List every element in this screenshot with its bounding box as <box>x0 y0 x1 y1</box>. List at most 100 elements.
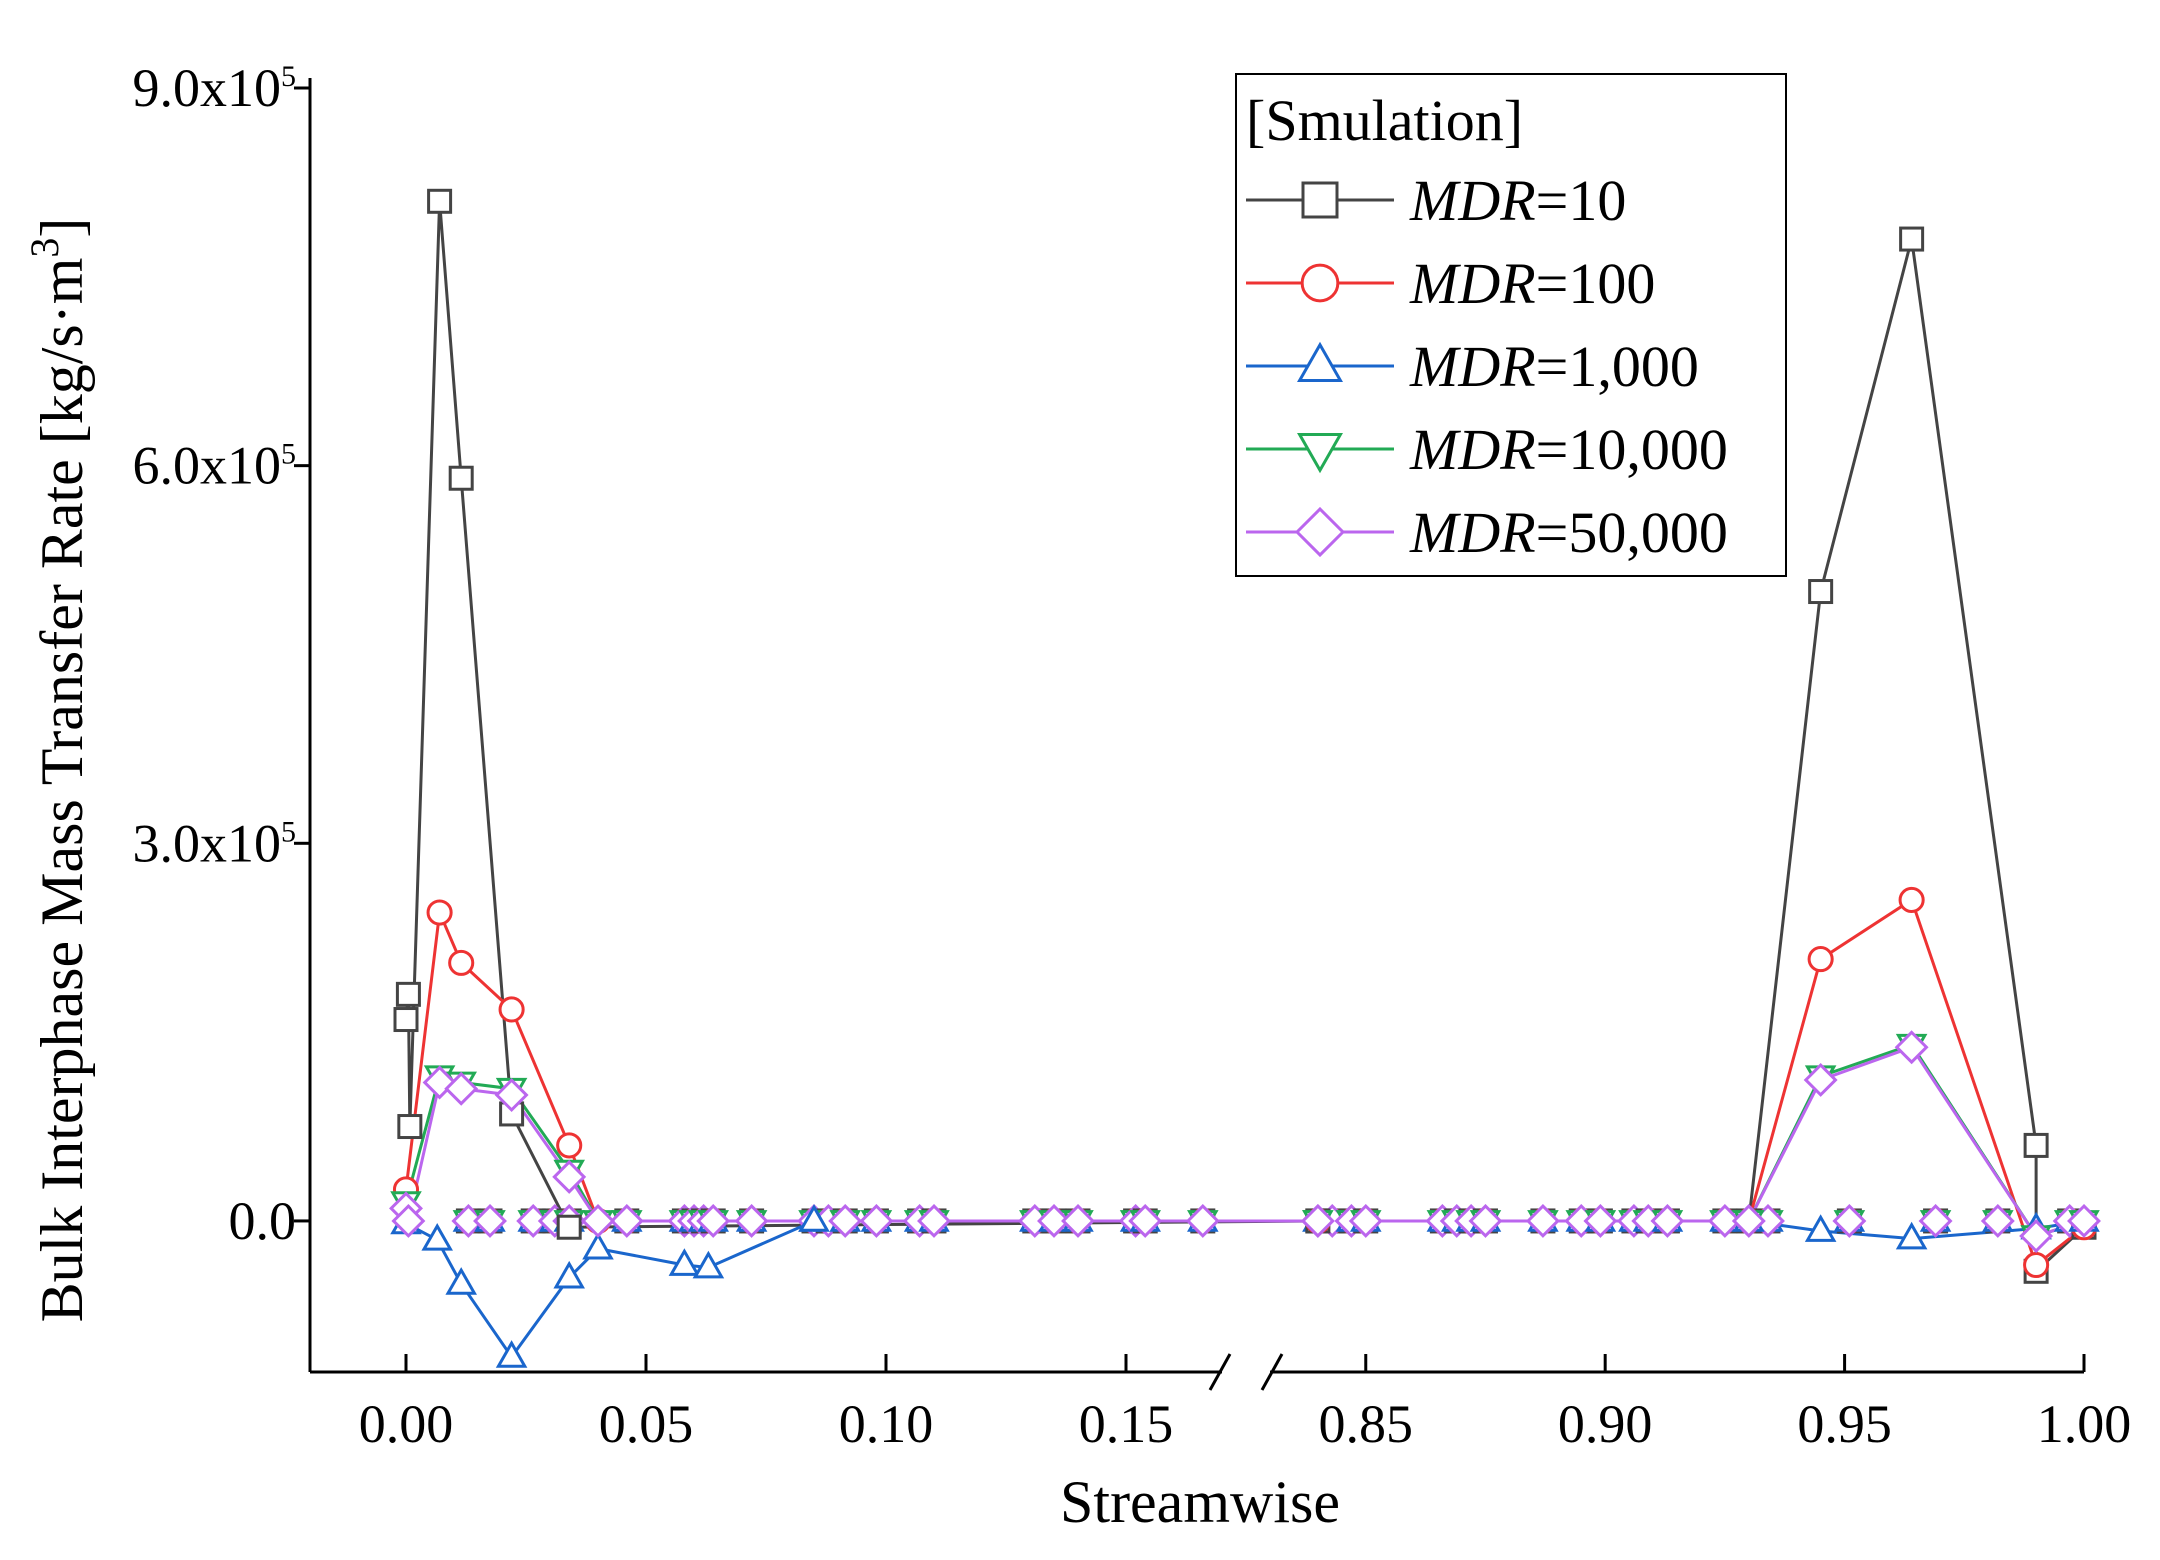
data-point <box>495 1340 528 1368</box>
y-tick-exponent: 5 <box>281 438 296 471</box>
data-point <box>1185 1203 1220 1238</box>
data-point <box>427 188 453 214</box>
legend-entry: MDR=10 <box>1246 168 1626 233</box>
data-point <box>1731 1203 1766 1238</box>
data-point <box>393 1007 419 1033</box>
y-tick-mantissa: 3.0x10 <box>133 813 282 873</box>
data-point <box>444 1071 479 1106</box>
legend-label-prefix: MDR <box>1409 500 1536 565</box>
legend-marker <box>1294 506 1346 558</box>
data-point <box>473 1203 507 1238</box>
y-tick-mantissa: 0.0 <box>229 1191 297 1251</box>
data-point <box>2019 1219 2054 1254</box>
series-triangle-down <box>404 1042 2085 1238</box>
axes <box>294 78 2086 1391</box>
data-point <box>1918 1203 1953 1238</box>
y-tick-label: 9.0x105 <box>133 58 297 118</box>
data-point <box>696 1203 731 1238</box>
legend-entry: MDR=100 <box>1246 251 1655 316</box>
legend-title: [Smulation] <box>1246 88 1523 153</box>
data-point <box>1061 1203 1095 1238</box>
y-axis-label: Bulk Interphase Mass Transfer Rate [kg/s… <box>22 218 95 1323</box>
axis-break-mark <box>1260 1353 1284 1391</box>
x-tick-label: 0.85 <box>1319 1394 1414 1454</box>
data-point <box>1899 226 1925 252</box>
x-tick-label: 0.10 <box>839 1394 934 1454</box>
data-point <box>582 1231 614 1260</box>
data-point <box>1300 1203 1335 1238</box>
data-point <box>917 1203 951 1238</box>
data-point <box>397 1114 423 1140</box>
x-tick-label: 0.90 <box>1558 1394 1653 1454</box>
axis-break-mark <box>1208 1353 1232 1391</box>
data-point <box>1807 946 1834 973</box>
data-point <box>426 899 453 926</box>
series-triangle-up <box>405 1219 2085 1360</box>
y-tick-exponent: 5 <box>281 60 296 93</box>
data-point <box>448 465 474 491</box>
data-point <box>859 1203 894 1238</box>
data-point <box>553 1260 585 1289</box>
series-line <box>405 1219 2085 1360</box>
data-point <box>798 1204 830 1232</box>
data-point <box>1707 1203 1742 1238</box>
series-line <box>404 1042 2085 1238</box>
legend-marker <box>1297 433 1343 474</box>
data-point <box>581 1203 615 1238</box>
y-axis-label-superscript: 3 <box>22 238 67 258</box>
legend-label-prefix: MDR <box>1409 251 1536 316</box>
legend-label: MDR=10 <box>1409 168 1626 233</box>
data-point <box>1583 1203 1618 1238</box>
data-point <box>1894 1030 1929 1065</box>
legend-marker <box>1300 263 1340 303</box>
data-point <box>1037 1203 1071 1238</box>
y-tick-exponent: 5 <box>281 815 296 848</box>
x-tick-label: 0.95 <box>1797 1394 1892 1454</box>
legend-label: MDR=100 <box>1409 251 1655 316</box>
legend-label-prefix: MDR <box>1409 334 1536 399</box>
data-point <box>2023 1132 2049 1158</box>
data-point <box>448 949 475 976</box>
legend-marker <box>1297 341 1343 382</box>
legend-entry: MDR=50,000 <box>1246 500 1728 565</box>
x-axis-label: Streamwise <box>1060 1469 1340 1535</box>
data-point <box>556 1132 583 1159</box>
data-point <box>552 1159 587 1194</box>
x-tick-label: 0.05 <box>599 1394 694 1454</box>
data-point <box>609 1203 644 1238</box>
legend-label-prefix: MDR <box>1409 168 1536 233</box>
data-point <box>828 1203 863 1238</box>
series-markers-diamond <box>389 1030 2101 1254</box>
legend-entry: MDR=1,000 <box>1246 334 1699 399</box>
data-point <box>1650 1203 1685 1238</box>
data-point <box>1895 1221 1928 1250</box>
legend-label-suffix: =50,000 <box>1536 500 1728 565</box>
legend-marker <box>1301 181 1339 219</box>
legend-label: MDR=50,000 <box>1409 500 1728 565</box>
data-point <box>421 1223 453 1251</box>
data-point <box>2023 1251 2050 1279</box>
legend-label: MDR=1,000 <box>1409 334 1699 399</box>
data-point <box>498 996 525 1023</box>
x-tick-label: 1.00 <box>2037 1394 2132 1454</box>
data-point <box>734 1203 769 1238</box>
data-point <box>1803 1062 1838 1097</box>
data-point <box>1468 1203 1503 1238</box>
data-point <box>1980 1203 2015 1238</box>
data-point <box>692 1250 725 1279</box>
legend-entry: MDR=10,000 <box>1246 417 1728 482</box>
data-point <box>1804 1214 1837 1242</box>
legend-label-suffix: =10 <box>1536 168 1627 233</box>
legend-box <box>1235 73 1787 577</box>
data-point <box>1348 1203 1383 1238</box>
y-tick-mantissa: 6.0x10 <box>133 436 282 496</box>
zero-value-markers <box>451 1203 2087 1238</box>
data-point <box>1128 1203 1163 1238</box>
data-point <box>391 1203 426 1238</box>
data-point <box>494 1078 529 1113</box>
y-tick-label: 3.0x105 <box>133 813 297 873</box>
data-point <box>1525 1203 1560 1238</box>
y-axis-label-main: Bulk Interphase Mass Transfer Rate [kg/s… <box>29 258 95 1323</box>
